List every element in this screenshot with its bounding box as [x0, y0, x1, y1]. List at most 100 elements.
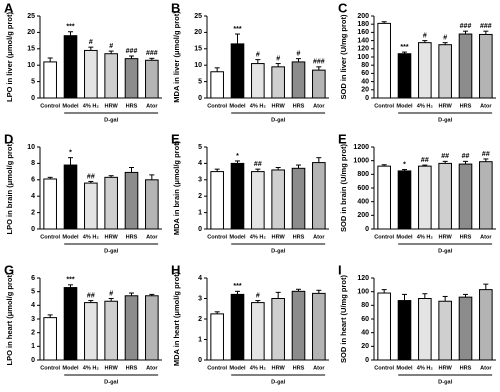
bar	[458, 296, 473, 361]
x-tick-label: Model	[396, 234, 413, 240]
y-tick-label: 0	[365, 357, 369, 364]
x-tick-label: HRS	[126, 365, 138, 371]
x-tick-label: 4% H₂	[417, 365, 434, 371]
bar	[43, 61, 57, 99]
bar	[377, 22, 391, 99]
significance-label: #	[423, 32, 427, 39]
panel-letter: A	[4, 0, 14, 15]
x-tick-label: Control	[207, 103, 227, 109]
group-label: D-gal	[271, 248, 285, 254]
x-tick-label: 4% H₂	[83, 234, 100, 240]
x-tick-label: Model	[229, 103, 246, 109]
bar	[438, 300, 452, 361]
bar	[271, 298, 285, 361]
bar	[312, 69, 326, 99]
significance-label: ##	[441, 153, 449, 160]
y-tick-label: 160	[357, 29, 369, 36]
x-tick-label: 4% H₂	[250, 234, 267, 240]
y-tick-label: 400	[357, 199, 369, 206]
bar	[104, 300, 118, 361]
y-tick-label: 3	[198, 177, 202, 184]
bar	[458, 163, 473, 230]
y-tick-label: 2	[198, 193, 202, 200]
x-tick-label: Model	[229, 234, 246, 240]
panel-letter: H	[171, 262, 180, 277]
bar	[210, 313, 224, 361]
bar	[43, 178, 57, 230]
y-tick-label: 200	[357, 13, 369, 20]
bar	[458, 33, 473, 99]
x-tick-label: HRS	[293, 365, 305, 371]
y-tick-label: 1	[198, 209, 202, 216]
y-tick-label: 5	[198, 78, 202, 85]
bar	[397, 170, 412, 230]
x-tick-label: Ator	[313, 365, 325, 371]
y-tick-label: 0	[365, 226, 369, 233]
y-axis-label: MDA in liver (μmol/g prot)	[172, 11, 181, 103]
bar	[479, 33, 493, 99]
y-tick-label: 5	[31, 78, 35, 85]
bar	[377, 165, 391, 230]
group-label: D-gal	[271, 379, 285, 385]
x-tick-label: HRW	[439, 103, 453, 109]
y-tick-label: 25	[194, 13, 202, 20]
x-tick-label: HRS	[460, 365, 472, 371]
group-label: D-gal	[104, 117, 118, 123]
x-tick-label: Model	[229, 365, 246, 371]
x-tick-label: Model	[396, 365, 413, 371]
bar	[479, 289, 493, 361]
x-tick-label: Control	[374, 103, 394, 109]
y-tick-label: 4	[198, 275, 202, 282]
y-tick-label: 6	[31, 275, 35, 282]
y-tick-label: 4	[31, 193, 35, 200]
y-tick-label: 3	[31, 316, 35, 323]
bar	[397, 53, 412, 99]
bar	[230, 293, 245, 361]
x-tick-label: 4% H₂	[83, 103, 100, 109]
x-tick-label: HRS	[460, 234, 472, 240]
bar	[210, 71, 224, 99]
x-tick-label: HRW	[272, 103, 286, 109]
x-tick-label: Ator	[146, 365, 158, 371]
bar	[312, 292, 326, 361]
y-tick-label: 100	[357, 54, 369, 61]
x-tick-label: HRW	[105, 103, 119, 109]
y-tick-label: 120	[357, 275, 369, 282]
significance-label: ##	[482, 151, 490, 158]
y-tick-label: 0	[198, 357, 202, 364]
y-tick-label: 0	[198, 95, 202, 102]
x-tick-label: HRS	[293, 103, 305, 109]
bar	[84, 182, 98, 230]
y-axis-label: LPO in brain (μmol/g prot)	[5, 141, 14, 234]
significance-label: #	[297, 50, 301, 57]
group-label: D-gal	[438, 379, 452, 385]
x-tick-label: Ator	[480, 365, 492, 371]
x-tick-label: 4% H₂	[250, 365, 267, 371]
panel-letter: I	[338, 262, 342, 277]
bar	[124, 58, 139, 99]
bar	[145, 179, 159, 230]
bar	[145, 59, 159, 99]
significance-label: ###	[480, 23, 492, 30]
y-tick-label: 0	[31, 95, 35, 102]
panel-letter: B	[171, 0, 180, 15]
bar	[251, 63, 265, 99]
group-label: D-gal	[438, 117, 452, 123]
bar	[291, 167, 306, 230]
significance-label: ##	[254, 161, 262, 168]
x-tick-label: Control	[374, 365, 394, 371]
x-tick-label: 4% H₂	[83, 365, 100, 371]
bar	[104, 176, 118, 230]
significance-label: #	[443, 34, 447, 41]
y-tick-label: 0	[198, 226, 202, 233]
y-tick-label: 1	[31, 343, 35, 350]
significance-label: ##	[87, 173, 95, 180]
y-axis-label: SOD in liver (U/mg prot)	[339, 14, 348, 100]
significance-label: ***	[66, 277, 74, 284]
bar	[104, 53, 118, 99]
y-axis-label: SOD in heart (U/mg prot)	[339, 275, 348, 363]
y-axis-label: LPO in heart (μmol/g prot)	[5, 272, 14, 365]
bar	[63, 287, 78, 361]
y-axis-label: MDA in heart (μmol/g prot)	[172, 271, 181, 366]
